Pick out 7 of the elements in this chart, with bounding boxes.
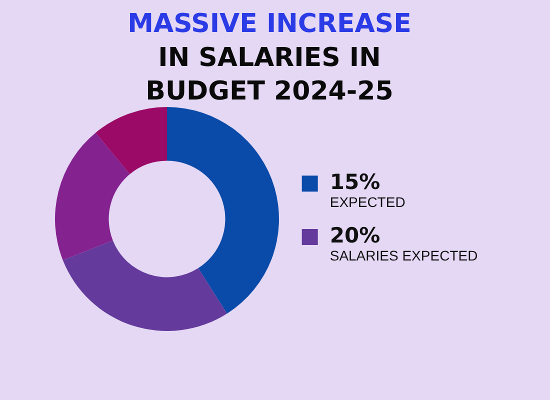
donut-slice	[62, 240, 228, 331]
legend-label: 15% EXPECTED	[330, 170, 406, 210]
donut-slice	[167, 107, 279, 314]
chart-title: MASSIVE INCREASE IN SALARIES IN BUDGET 2024-25	[128, 9, 412, 107]
donut-slice	[96, 107, 167, 174]
legend-label: 20% SALARIES EXPECTED	[330, 223, 478, 264]
donut-slice	[55, 132, 130, 260]
